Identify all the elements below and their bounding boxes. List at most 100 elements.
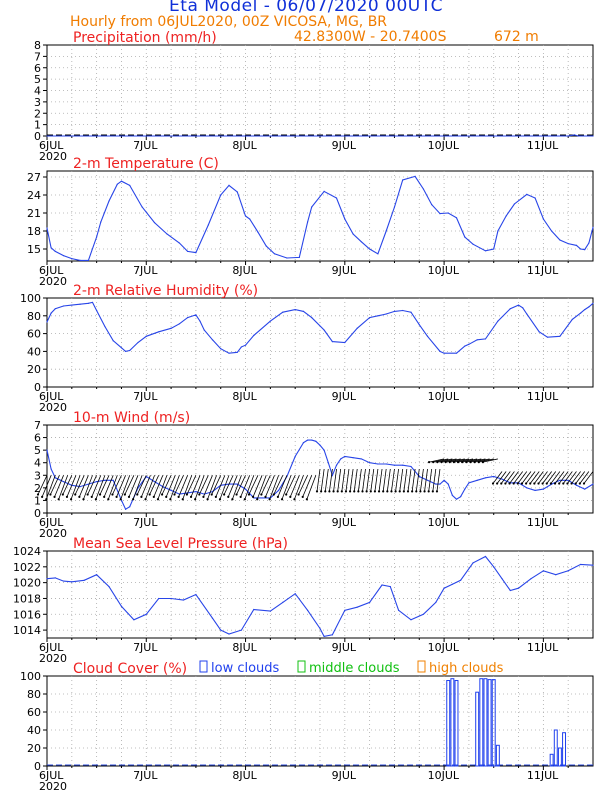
wind-arrow-head bbox=[297, 493, 300, 496]
data-point bbox=[381, 584, 383, 586]
data-point bbox=[501, 578, 503, 580]
wind-arrow-head bbox=[214, 495, 217, 498]
wind-arrow-head bbox=[189, 495, 193, 498]
wind-arrow bbox=[509, 471, 519, 484]
data-point bbox=[273, 253, 276, 255]
wind-arrow-head bbox=[218, 498, 222, 501]
wind-arrow bbox=[496, 471, 507, 484]
data-point bbox=[426, 479, 429, 481]
x-tick-label: 10JUL bbox=[428, 641, 460, 654]
data-point bbox=[96, 236, 98, 238]
wind-arrow bbox=[273, 475, 284, 495]
wind-arrow bbox=[399, 468, 404, 492]
wind-arrow bbox=[349, 468, 354, 492]
data-point bbox=[555, 574, 557, 576]
y-tick-label: 1018 bbox=[13, 592, 41, 605]
data-point bbox=[211, 617, 214, 619]
data-point bbox=[493, 475, 495, 478]
x-tick-label: 9JUL bbox=[332, 390, 357, 403]
data-point bbox=[559, 335, 561, 337]
wind-arrow bbox=[281, 475, 292, 500]
wind-arrow bbox=[320, 468, 325, 492]
data-point bbox=[108, 585, 110, 588]
data-point bbox=[435, 483, 437, 485]
data-point bbox=[426, 335, 429, 337]
data-point bbox=[306, 609, 309, 611]
data-point bbox=[402, 464, 404, 466]
data-point bbox=[187, 250, 189, 252]
wind-arrow bbox=[289, 475, 300, 498]
data-point bbox=[439, 213, 441, 215]
data-point bbox=[112, 479, 114, 481]
wind-arrow-head bbox=[69, 498, 73, 501]
cloud-bar-low-clouds bbox=[475, 691, 480, 767]
data-point bbox=[323, 635, 325, 638]
wind-arrow-head bbox=[94, 498, 98, 501]
data-point bbox=[546, 336, 549, 338]
y-tick-label: 0 bbox=[34, 381, 41, 394]
wind-arrow bbox=[128, 475, 139, 498]
wind-arrow bbox=[316, 468, 321, 492]
cloud-bar-low-clouds bbox=[483, 678, 488, 767]
wind-arrow bbox=[45, 475, 56, 500]
wind-arrow-head bbox=[419, 490, 422, 493]
data-point bbox=[575, 484, 578, 486]
wind-arrow-head bbox=[315, 490, 319, 493]
y-tick-label: 24 bbox=[27, 189, 41, 202]
data-point bbox=[228, 633, 230, 635]
data-point bbox=[153, 222, 156, 224]
wind-arrow bbox=[407, 468, 412, 492]
wind-arrow bbox=[482, 458, 498, 463]
data-point bbox=[71, 258, 73, 260]
x-tick-label: 11JUL bbox=[527, 390, 559, 403]
y-tick-label: 6 bbox=[34, 62, 41, 75]
wind-arrow-head bbox=[260, 493, 263, 496]
panel-title: 2-m Relative Humidity (%) bbox=[73, 283, 258, 299]
wind-arrow-head bbox=[386, 490, 389, 493]
y-tick-label: 1 bbox=[34, 119, 41, 132]
wind-arrow-head bbox=[353, 490, 356, 493]
wind-arrow-head bbox=[444, 461, 447, 464]
data-point bbox=[54, 308, 56, 310]
panel-pressure: 1014 1016 1018 1020 1022 1024 6JUL 7JUL 8JUL 9JUL… bbox=[13, 536, 594, 665]
data-point bbox=[282, 311, 284, 313]
wind-arrow-head bbox=[103, 495, 106, 498]
data-point bbox=[443, 479, 445, 481]
wind-arrow-head bbox=[272, 493, 275, 496]
wind-arrow-head bbox=[504, 482, 507, 485]
data-point bbox=[302, 310, 305, 312]
data-point bbox=[182, 599, 185, 601]
data-point bbox=[377, 253, 379, 255]
wind-arrow bbox=[78, 475, 89, 498]
data-point bbox=[340, 458, 342, 460]
data-point bbox=[278, 489, 280, 491]
wind-arrow bbox=[374, 468, 379, 492]
wind-arrow-head bbox=[473, 461, 476, 464]
wind-arrow bbox=[116, 475, 126, 498]
data-point bbox=[116, 183, 118, 185]
wind-arrow-head bbox=[156, 498, 160, 501]
wind-arrow-head bbox=[78, 495, 81, 498]
x-tick-label: 11JUL bbox=[527, 641, 559, 654]
data-point bbox=[129, 184, 131, 186]
data-point bbox=[319, 444, 321, 446]
data-point bbox=[559, 239, 561, 241]
y-tick-label: 15 bbox=[27, 243, 41, 256]
panel-title: Precipitation (mm/h) bbox=[73, 30, 217, 46]
data-point bbox=[393, 464, 396, 466]
wind-arrow bbox=[470, 458, 486, 463]
data-point bbox=[451, 494, 453, 496]
x-year-label: 2020 bbox=[39, 275, 67, 288]
cloud-bar-low-clouds bbox=[553, 729, 558, 767]
data-point bbox=[542, 488, 544, 490]
wind-arrow bbox=[203, 475, 213, 498]
wind-arrow bbox=[294, 475, 304, 500]
data-point bbox=[402, 179, 404, 181]
y-tick-label: 80 bbox=[27, 310, 41, 323]
wind-arrow-head bbox=[461, 461, 464, 464]
cloud-bar-low-clouds bbox=[549, 753, 554, 767]
wind-arrow bbox=[107, 475, 118, 500]
wind-arrow-head bbox=[235, 493, 238, 496]
wind-arrow-head bbox=[553, 482, 557, 485]
data-point bbox=[410, 465, 412, 468]
